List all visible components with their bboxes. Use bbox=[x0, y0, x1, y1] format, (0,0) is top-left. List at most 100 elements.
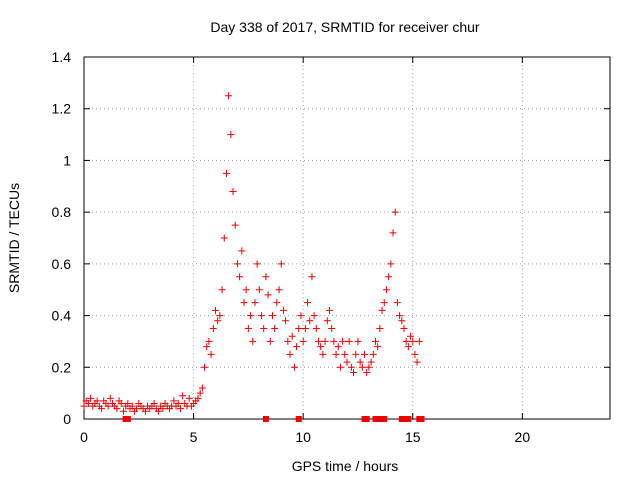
data-point bbox=[411, 350, 419, 358]
data-point bbox=[159, 405, 167, 413]
data-point bbox=[330, 337, 338, 345]
x-axis-label: GPS time / hours bbox=[292, 458, 399, 474]
data-point bbox=[220, 234, 228, 242]
x-tick-label: 10 bbox=[295, 429, 311, 445]
data-series-srmtid bbox=[80, 92, 423, 415]
data-point bbox=[93, 397, 101, 405]
data-point bbox=[363, 368, 371, 376]
data-point bbox=[124, 399, 132, 407]
data-point bbox=[380, 299, 388, 307]
data-point bbox=[288, 332, 296, 340]
data-point bbox=[198, 384, 206, 392]
flag-marker bbox=[405, 416, 412, 422]
data-point bbox=[356, 358, 364, 366]
data-point bbox=[155, 407, 163, 415]
data-point bbox=[240, 299, 248, 307]
data-point bbox=[203, 343, 211, 351]
data-point bbox=[345, 337, 353, 345]
data-point bbox=[299, 337, 307, 345]
chart-title: Day 338 of 2017, SRMTID for receiver chu… bbox=[210, 19, 480, 35]
data-point bbox=[293, 343, 301, 351]
data-point bbox=[382, 286, 390, 294]
data-point bbox=[297, 312, 305, 320]
y-tick-label: 0.6 bbox=[52, 256, 72, 272]
data-point bbox=[334, 343, 342, 351]
data-point bbox=[343, 358, 351, 366]
data-point bbox=[325, 306, 333, 314]
data-point bbox=[84, 399, 92, 407]
data-point bbox=[315, 337, 323, 345]
data-point bbox=[104, 402, 112, 410]
data-point bbox=[117, 399, 125, 407]
y-tick-label: 0.4 bbox=[52, 308, 72, 324]
data-point bbox=[216, 312, 224, 320]
data-point bbox=[222, 169, 230, 177]
data-point bbox=[332, 350, 340, 358]
data-point bbox=[262, 273, 270, 281]
data-point bbox=[207, 350, 215, 358]
data-point bbox=[255, 286, 263, 294]
data-point bbox=[253, 260, 261, 268]
data-point bbox=[413, 358, 421, 366]
flag-marker bbox=[374, 416, 381, 422]
data-point bbox=[141, 407, 149, 415]
data-point bbox=[264, 291, 272, 299]
data-point bbox=[258, 312, 266, 320]
data-point bbox=[415, 337, 423, 345]
flag-marker bbox=[418, 416, 425, 422]
data-point bbox=[341, 350, 349, 358]
data-point bbox=[212, 306, 219, 314]
data-point bbox=[244, 325, 252, 332]
data-point bbox=[402, 337, 410, 345]
data-point bbox=[319, 350, 327, 358]
data-point bbox=[389, 229, 397, 237]
data-point bbox=[317, 343, 325, 351]
data-point bbox=[225, 92, 233, 100]
data-point bbox=[128, 402, 136, 410]
data-point bbox=[271, 325, 279, 332]
flag-marker bbox=[124, 416, 131, 422]
data-point bbox=[98, 405, 106, 413]
data-point bbox=[387, 260, 395, 268]
y-tick-label: 0 bbox=[63, 411, 71, 427]
data-point bbox=[350, 368, 358, 376]
y-axis-label: SRMTID / TECUs bbox=[6, 183, 22, 293]
data-point bbox=[374, 343, 382, 351]
data-point bbox=[194, 394, 202, 402]
data-point bbox=[196, 389, 204, 397]
data-point bbox=[301, 325, 309, 332]
x-tick-label: 5 bbox=[190, 429, 198, 445]
data-point bbox=[367, 358, 375, 366]
data-point bbox=[106, 394, 114, 402]
data-point bbox=[179, 392, 187, 400]
data-point bbox=[229, 187, 237, 195]
data-point bbox=[310, 312, 318, 320]
x-tick-label: 0 bbox=[80, 429, 88, 445]
data-point bbox=[233, 260, 241, 268]
data-point bbox=[358, 363, 366, 371]
data-point bbox=[304, 299, 312, 307]
data-point bbox=[231, 221, 239, 229]
data-point bbox=[174, 399, 182, 407]
data-point bbox=[273, 299, 281, 307]
data-point bbox=[214, 317, 222, 325]
data-point bbox=[391, 208, 399, 216]
data-point bbox=[385, 273, 393, 281]
y-tick-label: 1.4 bbox=[52, 49, 72, 65]
y-tick-label: 1.2 bbox=[52, 101, 72, 117]
data-point bbox=[249, 337, 257, 345]
data-point bbox=[251, 299, 259, 307]
data-point bbox=[205, 337, 213, 345]
data-point bbox=[321, 337, 329, 345]
data-point bbox=[295, 325, 303, 332]
flagged-markers bbox=[122, 416, 425, 422]
data-point bbox=[242, 286, 250, 294]
flag-marker bbox=[363, 416, 370, 422]
data-point bbox=[201, 363, 209, 371]
data-point bbox=[409, 337, 417, 345]
data-point bbox=[369, 350, 377, 358]
data-point bbox=[209, 325, 217, 332]
data-point bbox=[371, 337, 379, 345]
data-point bbox=[277, 260, 285, 268]
